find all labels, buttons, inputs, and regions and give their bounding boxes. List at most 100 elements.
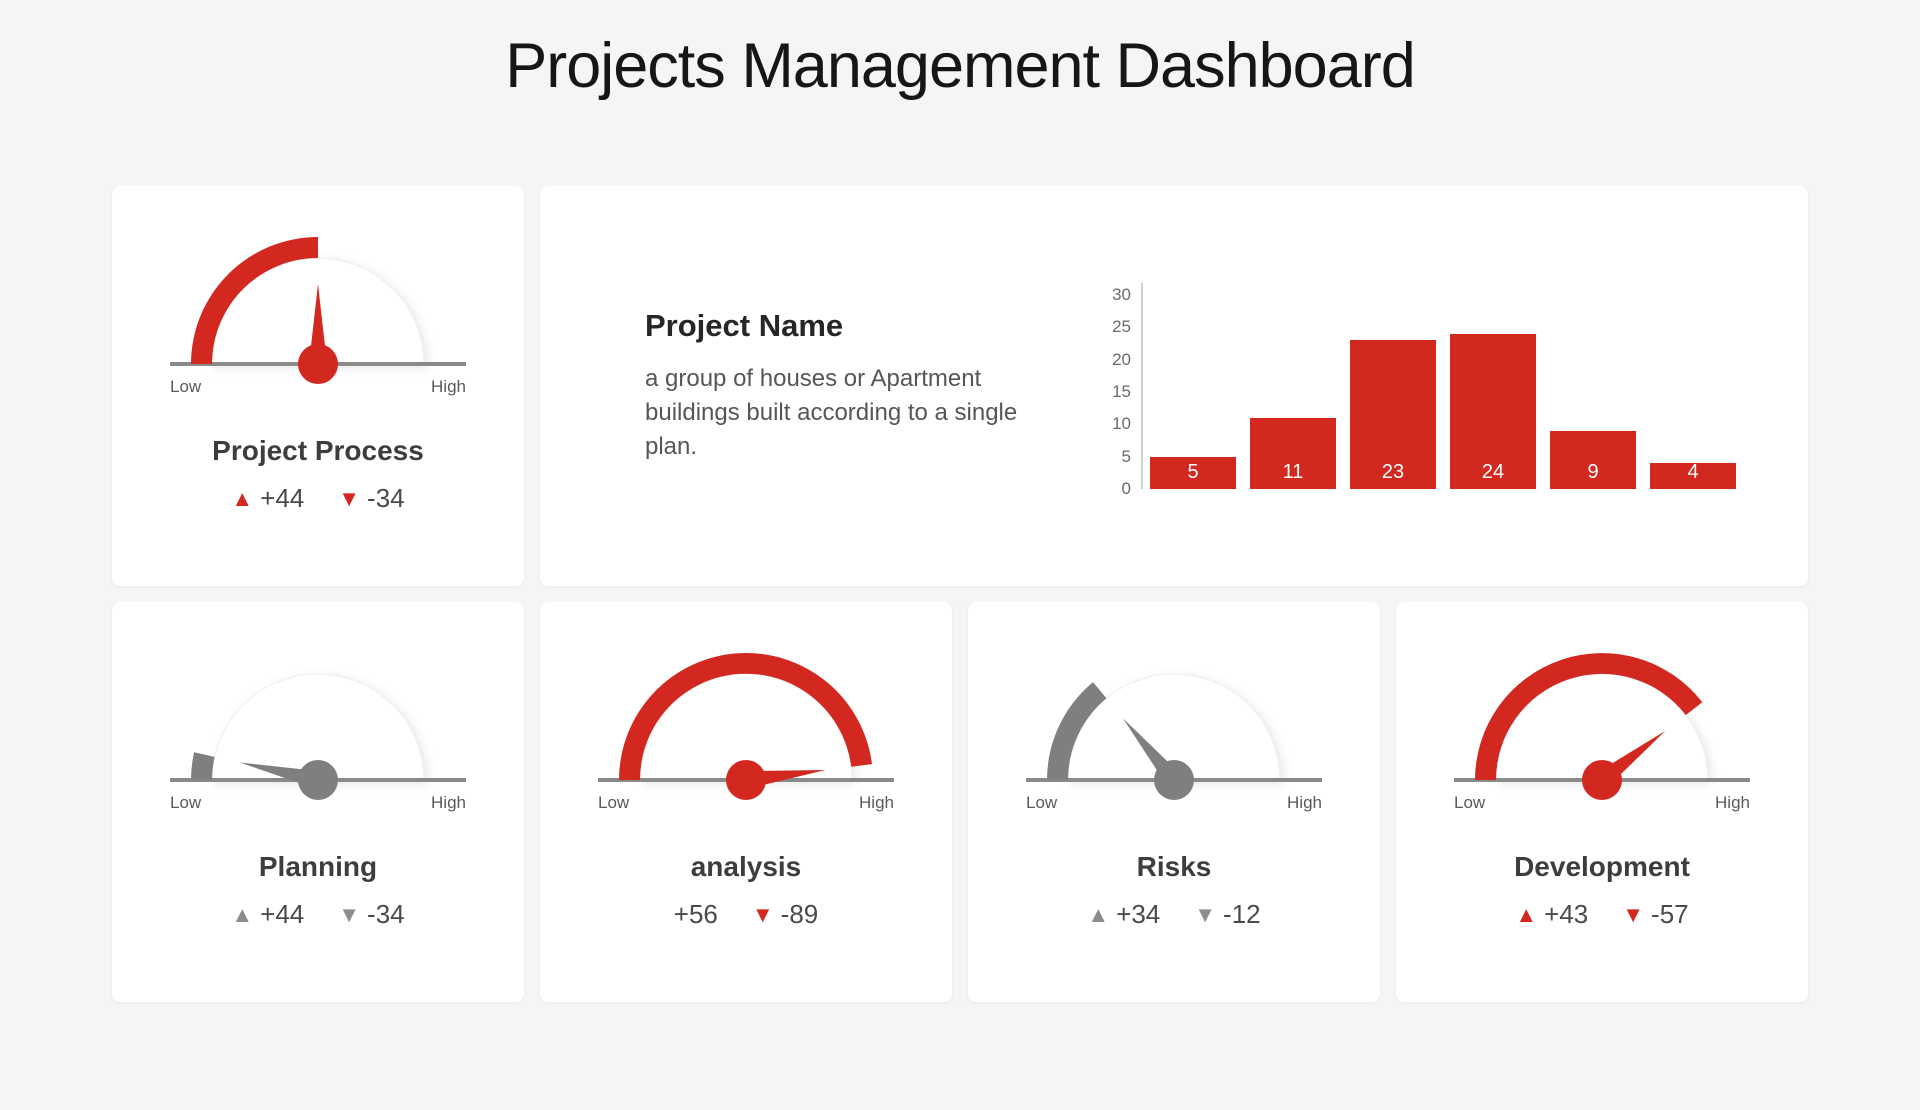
gauge-chart-holder: Low High bbox=[128, 192, 508, 407]
arrow-up-icon: ▲ bbox=[1087, 901, 1110, 927]
stat-value: +44 bbox=[260, 483, 305, 513]
gauge-high-label: High bbox=[1715, 793, 1750, 812]
gauge-stats: ▲ +44 ▼ -34 bbox=[231, 483, 404, 514]
stat-value: +56 bbox=[673, 899, 718, 929]
page-title: Projects Management Dashboard bbox=[505, 31, 1416, 101]
bottom-row: Low High Planning ▲ +44 ▼ -34 Low High anal… bbox=[112, 602, 1808, 1002]
gauge-chart-holder: Low High bbox=[556, 608, 936, 823]
gauge-stats: +56 ▼ -89 bbox=[674, 899, 818, 930]
project-card: Project Name a group of houses or Apartm… bbox=[540, 186, 1808, 586]
bar-value-label: 4 bbox=[1687, 461, 1699, 483]
gauge-low-label: Low bbox=[598, 793, 630, 812]
bar: 11 bbox=[1250, 417, 1336, 489]
gauge-low-label: Low bbox=[170, 377, 202, 396]
dashboard: Projects Management Dashboard Low High P… bbox=[0, 30, 1920, 1002]
gauge-hub bbox=[726, 760, 766, 800]
axis-tick-label: 10 bbox=[1112, 414, 1131, 434]
bar: 24 bbox=[1450, 333, 1536, 489]
gauge-disc bbox=[1495, 673, 1709, 781]
bar-chart: 0 5 10 15 20 25 30 5 11 23 24 9 4 bbox=[1099, 283, 1736, 498]
bar-chart-y-axis: 0 5 10 15 20 25 30 bbox=[1099, 286, 1141, 498]
gauge-stats: ▲ +44 ▼ -34 bbox=[231, 899, 404, 930]
stat-item: ▼ -34 bbox=[338, 899, 404, 930]
stat-item: ▲ +34 bbox=[1087, 899, 1160, 930]
gauge-title: Risks bbox=[1136, 851, 1212, 882]
axis-tick-label: 25 bbox=[1112, 317, 1131, 337]
gauge-title: analysis bbox=[690, 851, 802, 882]
gauge-chart: Low High bbox=[598, 653, 894, 812]
axis-tick-label: 15 bbox=[1112, 382, 1131, 401]
axis-tick-label: 0 bbox=[1121, 479, 1131, 498]
gauge-high-label: High bbox=[431, 377, 466, 396]
gauge-low-label: Low bbox=[170, 793, 202, 812]
gauge-hub bbox=[1582, 760, 1622, 800]
gauge-chart-holder: Low High bbox=[984, 608, 1364, 823]
gauge-card: Low High Planning ▲ +44 ▼ -34 bbox=[112, 602, 524, 1002]
dashboard-rows: Low High Project Process ▲ +44 ▼ -34 Projec… bbox=[112, 186, 1808, 1002]
gauge-arc bbox=[191, 237, 318, 364]
gauge-chart-holder: Low High bbox=[1412, 608, 1792, 823]
stat-item: ▼ -89 bbox=[752, 899, 818, 930]
arrow-down-icon: ▼ bbox=[1622, 901, 1645, 927]
gauge-arc bbox=[619, 653, 872, 780]
gauge-chart: Low High bbox=[170, 673, 466, 812]
arrow-up-icon: ▲ bbox=[231, 901, 254, 927]
gauge-title: Development bbox=[1514, 851, 1690, 882]
gauge-high-label: High bbox=[1287, 793, 1322, 812]
gauge-stats: ▲ +34 ▼ -12 bbox=[1087, 899, 1260, 930]
axis-tick-label: 20 bbox=[1112, 349, 1131, 369]
stat-item: ▼ -57 bbox=[1622, 899, 1688, 930]
gauge-low-label: Low bbox=[1454, 793, 1486, 812]
gauge-arc bbox=[191, 752, 215, 780]
arrow-down-icon: ▼ bbox=[751, 901, 774, 927]
gauge-chart: Low High bbox=[170, 237, 466, 396]
axis-tick-label: 5 bbox=[1121, 446, 1131, 466]
stat-value: -12 bbox=[1223, 899, 1261, 929]
gauge-card: Low High Development ▲ +43 ▼ -57 bbox=[1396, 602, 1808, 1002]
gauge-card: Low High Risks ▲ +34 ▼ -12 bbox=[968, 602, 1380, 1002]
gauge-chart: Low High bbox=[1026, 673, 1322, 812]
stat-item: ▲ +44 bbox=[231, 483, 304, 514]
bar-value-label: 11 bbox=[1282, 461, 1304, 483]
gauge-disc bbox=[639, 673, 853, 781]
gauge-stats: ▲ +43 ▼ -57 bbox=[1515, 899, 1688, 930]
stat-item: ▼ -34 bbox=[338, 483, 404, 514]
gauge-needle bbox=[309, 284, 327, 364]
bar: 4 bbox=[1650, 461, 1736, 489]
stat-item: ▲ +43 bbox=[1515, 899, 1588, 930]
gauge-chart-holder: Low High bbox=[128, 608, 508, 823]
stat-item: ▲ +44 bbox=[231, 899, 304, 930]
gauge-hub bbox=[1154, 760, 1194, 800]
gauge-low-label: Low bbox=[1026, 793, 1058, 812]
arrow-down-icon: ▼ bbox=[338, 485, 361, 511]
gauge-high-label: High bbox=[431, 793, 466, 812]
bar-value-label: 5 bbox=[1187, 461, 1199, 483]
bar-chart-plot-area: 5 11 23 24 9 4 bbox=[1141, 283, 1736, 489]
bar-value-label: 9 bbox=[1587, 461, 1599, 483]
stat-value: +43 bbox=[1544, 899, 1589, 929]
stat-value: -34 bbox=[367, 483, 405, 513]
stat-item: +56 bbox=[674, 899, 718, 930]
gauge-title: Project Process bbox=[212, 435, 424, 466]
arrow-down-icon: ▼ bbox=[1194, 901, 1217, 927]
gauge-arc bbox=[1047, 682, 1107, 780]
gauge-chart: Low High bbox=[1454, 653, 1750, 812]
project-name: Project Name bbox=[645, 308, 844, 343]
bar: 9 bbox=[1550, 430, 1636, 489]
stat-value: -57 bbox=[1651, 899, 1689, 929]
arrow-up-icon: ▲ bbox=[231, 485, 254, 511]
arrow-up-icon: ▲ bbox=[1515, 901, 1538, 927]
project-text-block: Project Name a group of houses or Apartm… bbox=[645, 308, 1035, 464]
top-row: Low High Project Process ▲ +44 ▼ -34 Projec… bbox=[112, 186, 1808, 586]
gauge-disc bbox=[1067, 673, 1281, 781]
project-description: a group of houses or Apartment buildings… bbox=[645, 365, 1018, 460]
gauge-arc bbox=[1475, 653, 1703, 780]
gauge-card: Low High analysis +56 ▼ -89 bbox=[540, 602, 952, 1002]
arrow-down-icon: ▼ bbox=[338, 901, 361, 927]
axis-tick-label: 30 bbox=[1112, 285, 1131, 304]
bar-value-label: 24 bbox=[1481, 461, 1505, 483]
bar: 5 bbox=[1150, 456, 1236, 489]
stat-value: +44 bbox=[260, 899, 305, 929]
gauge-hub bbox=[298, 344, 338, 384]
gauge-disc bbox=[211, 673, 425, 781]
